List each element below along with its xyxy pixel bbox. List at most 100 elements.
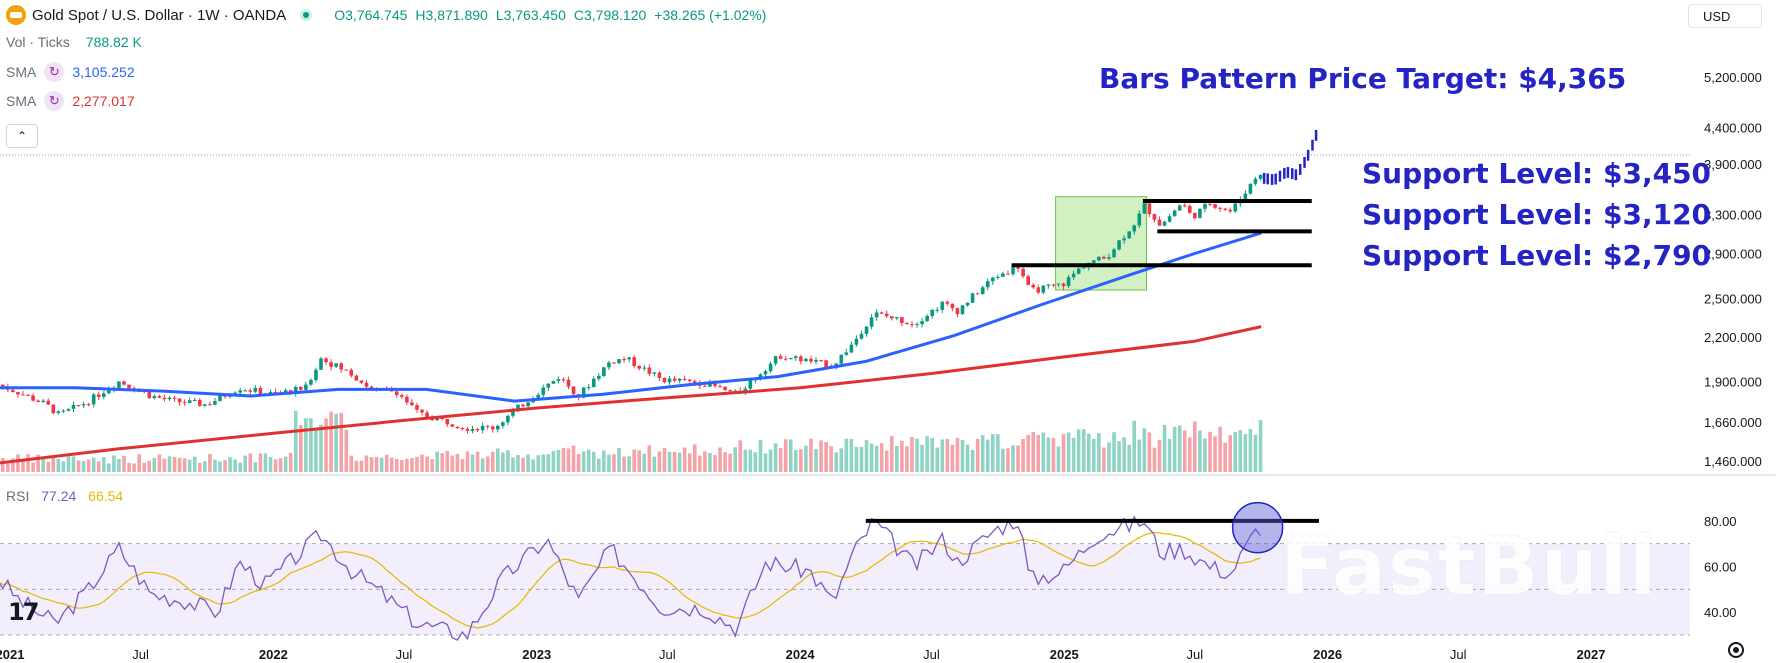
candle-body	[1132, 225, 1137, 232]
volume-bar	[541, 454, 546, 472]
candle-body	[1122, 238, 1126, 241]
candle-body	[713, 382, 717, 387]
candle-body	[455, 426, 460, 429]
candle-body	[394, 391, 399, 396]
gear-icon[interactable]	[1728, 642, 1744, 658]
volume-bar	[501, 452, 505, 472]
symbol-title[interactable]: Gold Spot / U.S. Dollar · 1W · OANDA	[32, 6, 287, 24]
symbol-header[interactable]: Gold Spot / U.S. Dollar · 1W · OANDA O3,…	[0, 4, 766, 26]
volume-bar	[253, 462, 258, 472]
volume-bar	[379, 457, 384, 472]
candle-body	[602, 367, 606, 376]
sma-fast-legend[interactable]: SMA ↻ 3,105.252	[6, 62, 135, 82]
candle-body	[1016, 267, 1020, 269]
volume-value: 788.82 K	[85, 34, 142, 50]
market-status-icon[interactable]	[300, 9, 313, 21]
volume-bar	[1092, 438, 1096, 472]
candle-body	[1102, 256, 1106, 259]
volume-bar	[773, 443, 778, 472]
volume-bar	[657, 451, 662, 472]
volume-bar	[597, 458, 601, 472]
consolidation-box	[1055, 196, 1148, 291]
volume-bar	[738, 440, 743, 472]
collapse-legend-button[interactable]: ⌃	[6, 124, 38, 148]
candle-body	[208, 404, 212, 406]
volume-bar	[692, 444, 697, 472]
refresh-icon[interactable]: ↻	[44, 62, 65, 82]
volume-legend[interactable]: Vol · Ticks 788.82 K	[6, 34, 142, 50]
volume-bar	[369, 457, 374, 472]
candle-body	[182, 402, 187, 404]
volume-bar	[177, 457, 182, 472]
candle-body	[849, 344, 854, 353]
volume-bar	[884, 450, 889, 472]
currency-selector[interactable]: USD	[1688, 4, 1762, 28]
candle-body	[324, 358, 328, 363]
candle-body	[293, 386, 298, 394]
candle-body	[940, 301, 945, 310]
volume-bar	[1142, 428, 1147, 472]
candle-body	[1001, 273, 1005, 277]
refresh-icon[interactable]: ↻	[44, 91, 65, 111]
candle-body	[657, 372, 662, 378]
candle-body	[723, 386, 727, 391]
volume-bar	[56, 458, 61, 472]
volume-bar	[556, 450, 561, 472]
candle-body	[1193, 212, 1197, 219]
candle-body	[309, 379, 313, 385]
candle-body	[642, 367, 647, 369]
candle-body	[581, 387, 586, 398]
candle-body	[470, 429, 475, 431]
rsi-axis-label: 60.00	[1704, 560, 1737, 575]
gold-coin-icon	[6, 5, 26, 25]
candle-body	[283, 390, 288, 393]
candle-body	[1233, 203, 1238, 212]
candle-body	[1177, 205, 1182, 211]
candle-body	[1162, 221, 1167, 226]
candle-body	[91, 394, 96, 405]
volume-bar	[617, 448, 621, 472]
volume-bar	[915, 438, 919, 472]
volume-bar	[102, 457, 106, 472]
candle-body	[329, 362, 333, 367]
volume-bar	[677, 452, 682, 472]
volume-bar	[1016, 445, 1020, 472]
rsi-legend[interactable]: RSI 77.24 66.54	[6, 488, 123, 504]
volume-bar	[6, 463, 10, 472]
candle-body	[1107, 257, 1111, 259]
ohlc-open: O3,764.745	[334, 7, 408, 23]
volume-bar	[1081, 429, 1086, 472]
volume-bar	[748, 449, 753, 472]
volume-bar	[844, 438, 849, 472]
volume-bar	[566, 448, 571, 472]
candle-body	[41, 400, 45, 402]
candle-body	[900, 317, 904, 324]
candle-body	[788, 358, 793, 360]
volume-bar	[900, 440, 904, 472]
volume-bar	[243, 455, 248, 472]
price-axis-label: 1,460.000	[1704, 454, 1762, 469]
volume-bar	[950, 444, 955, 472]
candle-body	[1243, 193, 1248, 199]
candle-body	[799, 356, 803, 362]
candle-body	[955, 308, 960, 315]
volume-bar	[455, 454, 460, 472]
sma-slow-legend[interactable]: SMA ↻ 2,277.017	[6, 91, 135, 111]
volume-bar	[889, 435, 894, 472]
volume-bar	[405, 458, 409, 472]
volume-bar	[935, 447, 940, 472]
rsi-ma-line	[0, 531, 1261, 629]
volume-bar	[551, 451, 556, 472]
volume-bar	[698, 455, 702, 472]
volume-bar	[1026, 434, 1030, 472]
candle-body	[203, 404, 207, 406]
tradingview-logo[interactable]: 17	[8, 598, 39, 626]
candle-body	[607, 362, 611, 368]
volume-bar	[975, 438, 980, 472]
volume-bar	[304, 418, 308, 472]
volume-bar	[1177, 425, 1182, 472]
candle-body	[551, 380, 556, 384]
candle-body	[172, 397, 177, 399]
volume-bar	[516, 455, 520, 472]
